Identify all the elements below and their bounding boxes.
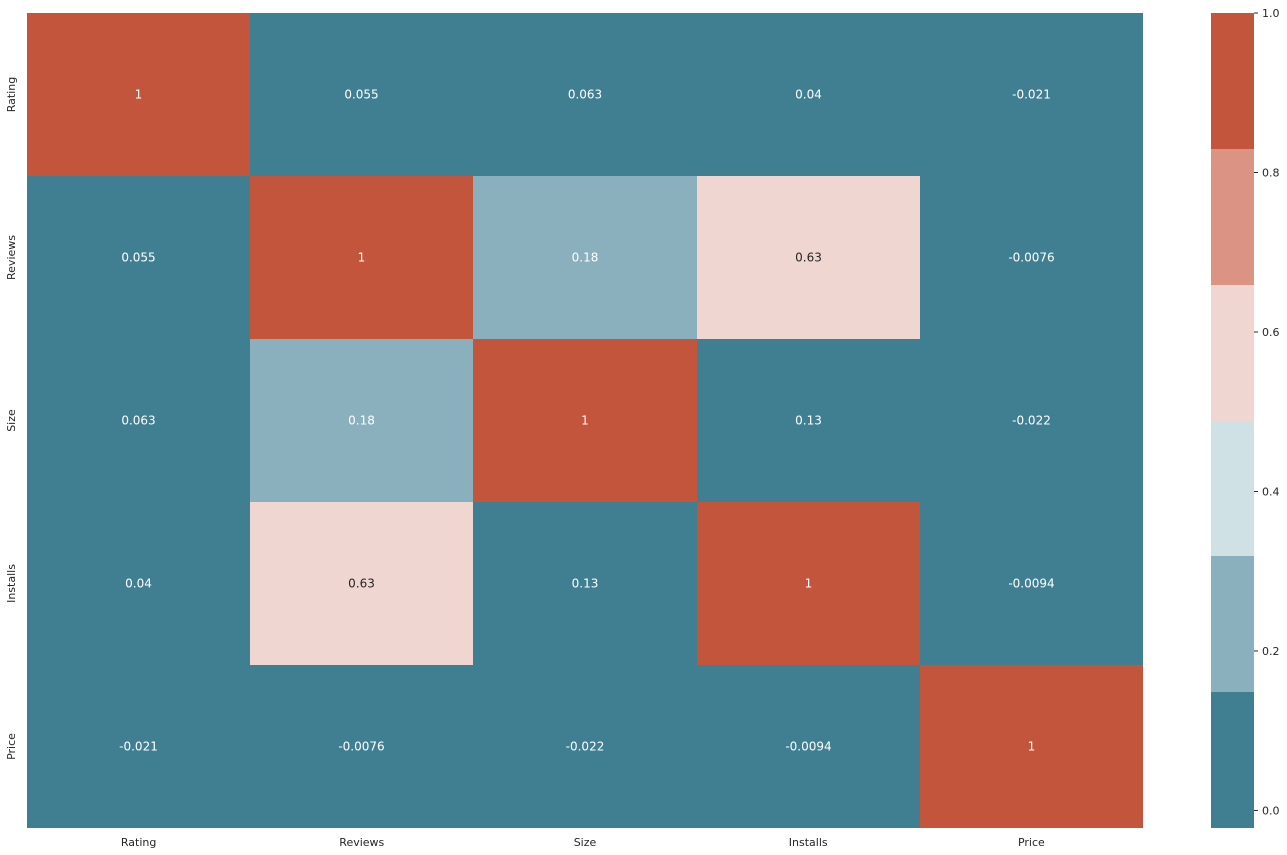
heatmap-cell-installs-installs <box>697 502 920 665</box>
cell-label-reviews-price: -0.0076 <box>1008 251 1054 265</box>
cell-label-price-rating: -0.021 <box>119 740 158 754</box>
cell-label-reviews-reviews: 1 <box>358 251 366 265</box>
heatmap-cell-size-reviews <box>250 339 473 502</box>
cell-label-installs-size: 0.13 <box>572 577 599 591</box>
y-tick-label-installs: Installs <box>5 564 18 603</box>
heatmap-cell-installs-size <box>473 502 697 665</box>
cell-label-reviews-size: 0.18 <box>572 251 599 265</box>
cell-label-reviews-installs: 0.63 <box>795 251 822 265</box>
colorbar-tick-label: 0.6 <box>1262 326 1280 339</box>
heatmap-cell-price-reviews <box>250 665 473 828</box>
colorbar-tick-label: 0.4 <box>1262 485 1280 498</box>
heatmap-cell-rating-installs <box>697 13 920 176</box>
y-tick-label-price: Price <box>5 733 18 760</box>
cell-label-installs-rating: 0.04 <box>125 577 152 591</box>
cell-label-price-size: -0.022 <box>566 740 605 754</box>
heatmap-cell-reviews-installs <box>697 176 920 339</box>
cell-label-price-reviews: -0.0076 <box>338 740 384 754</box>
colorbar-tick-label: 0.0 <box>1262 804 1280 817</box>
x-tick-label-installs: Installs <box>789 836 828 849</box>
colorbar-ticks: 0.0 0.2 0.4 0.6 0.8 1.0 <box>1254 7 1280 817</box>
cell-label-installs-reviews: 0.63 <box>348 577 375 591</box>
colorbar-segment-0 <box>1211 692 1254 828</box>
cell-label-price-price: 1 <box>1028 740 1036 754</box>
colorbar-tick-label: 1.0 <box>1262 7 1280 20</box>
heatmap-cell-size-price <box>920 339 1143 502</box>
x-tick-label-size: Size <box>574 836 597 849</box>
x-tick-label-rating: Rating <box>121 836 156 849</box>
heatmap-cell-size-installs <box>697 339 920 502</box>
colorbar-segment-2 <box>1211 421 1254 556</box>
cell-label-rating-price: -0.021 <box>1012 88 1051 102</box>
cell-label-reviews-rating: 0.055 <box>121 251 155 265</box>
y-tick-label-size: Size <box>5 409 18 432</box>
cell-label-rating-reviews: 0.055 <box>344 88 378 102</box>
y-tick-label-reviews: Reviews <box>5 235 18 280</box>
heatmap-cell-price-installs <box>697 665 920 828</box>
heatmap-cell-rating-size <box>473 13 697 176</box>
heatmap-cell-price-size <box>473 665 697 828</box>
heatmap-cell-rating-reviews <box>250 13 473 176</box>
cell-label-size-price: -0.022 <box>1012 414 1051 428</box>
x-tick-label-price: Price <box>1018 836 1045 849</box>
heatmap-cell-size-rating <box>27 339 250 502</box>
heatmap-cells <box>27 13 1143 828</box>
cell-annotations: 1 0.055 0.063 0.04 -0.021 0.055 1 0.18 0.63 -0.00… <box>119 88 1055 754</box>
cell-label-size-installs: 0.13 <box>795 414 822 428</box>
cell-label-rating-rating: 1 <box>135 88 143 102</box>
heatmap-cell-reviews-size <box>473 176 697 339</box>
heatmap-cell-reviews-rating <box>27 176 250 339</box>
cell-label-size-rating: 0.063 <box>121 414 155 428</box>
cell-label-rating-size: 0.063 <box>568 88 602 102</box>
colorbar-segment-5 <box>1211 13 1254 149</box>
cell-label-price-installs: -0.0094 <box>785 740 831 754</box>
y-tick-label-rating: Rating <box>5 77 18 112</box>
cell-label-size-reviews: 0.18 <box>348 414 375 428</box>
colorbar-tick-label: 0.8 <box>1262 166 1280 179</box>
cell-label-installs-price: -0.0094 <box>1008 577 1054 591</box>
heatmap-cell-rating-rating <box>27 13 250 176</box>
cell-label-installs-installs: 1 <box>805 577 813 591</box>
colorbar-segment-1 <box>1211 556 1254 692</box>
colorbar-segment-4 <box>1211 149 1254 285</box>
heatmap-cell-reviews-reviews <box>250 176 473 339</box>
heatmap-cell-rating-price <box>920 13 1143 176</box>
heatmap-cell-installs-reviews <box>250 502 473 665</box>
heatmap-cell-price-price <box>920 665 1143 828</box>
cell-label-rating-installs: 0.04 <box>795 88 822 102</box>
y-axis-ticks: Rating Reviews Size Installs Price <box>5 77 18 760</box>
heatmap-cell-size-size <box>473 339 697 502</box>
cell-label-size-size: 1 <box>581 414 589 428</box>
colorbar-tick-label: 0.2 <box>1262 645 1280 658</box>
heatmap-cell-reviews-price <box>920 176 1143 339</box>
colorbar-segment-3 <box>1211 285 1254 421</box>
heatmap-cell-price-rating <box>27 665 250 828</box>
colorbar <box>1211 13 1254 828</box>
x-tick-label-reviews: Reviews <box>339 836 384 849</box>
x-axis-ticks: Rating Reviews Size Installs Price <box>121 836 1045 849</box>
heatmap-cell-installs-rating <box>27 502 250 665</box>
heatmap-cell-installs-price <box>920 502 1143 665</box>
